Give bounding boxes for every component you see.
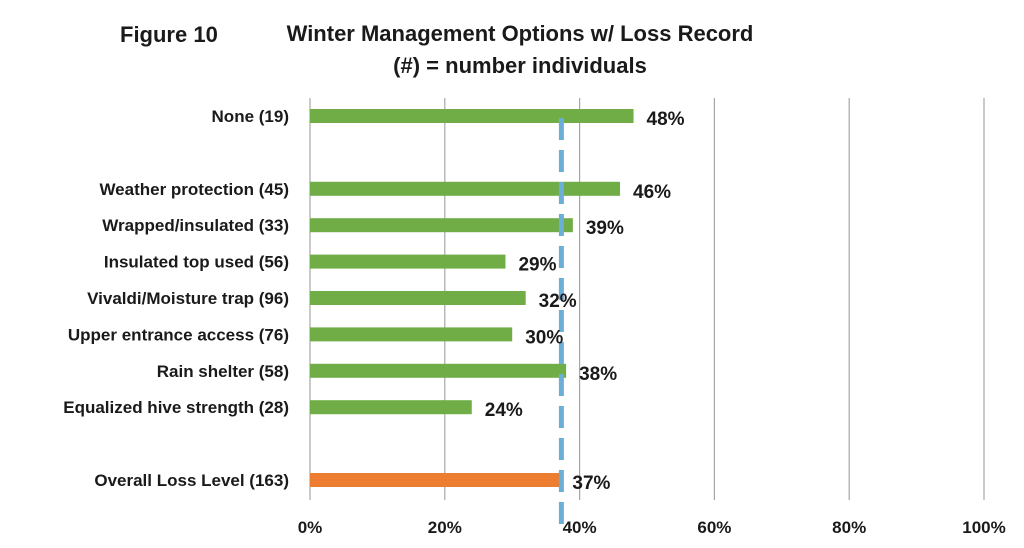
x-tick-label: 100%	[962, 518, 1005, 537]
category-label: None (19)	[212, 107, 289, 126]
bar	[310, 254, 506, 269]
data-label: 38%	[579, 364, 617, 385]
category-labels: None (19) Weather protection (45) Wrapped/…	[63, 107, 289, 490]
bar	[310, 181, 621, 196]
category-label: Insulated top used (56)	[104, 253, 289, 272]
overall-bar	[310, 473, 560, 487]
chart-title: Winter Management Options w/ Loss Record	[286, 21, 754, 46]
category-label: Rain shelter (58)	[157, 362, 289, 381]
data-label: 48%	[647, 109, 685, 130]
x-tick-labels: 0% 20% 40% 60% 80% 100%	[298, 518, 1006, 537]
chart-subtitle: (#) = number individuals	[393, 53, 647, 78]
chart-title-block: Winter Management Options w/ Loss Record…	[240, 18, 800, 82]
category-label: Overall Loss Level (163)	[94, 471, 289, 490]
data-label: 39%	[586, 218, 624, 239]
data-label: 46%	[633, 182, 671, 203]
bar	[310, 327, 513, 342]
data-label: 37%	[572, 473, 610, 494]
bar	[310, 291, 526, 305]
category-label: Vivaldi/Moisture trap (96)	[87, 289, 289, 308]
bar	[310, 400, 472, 415]
gridlines	[309, 98, 985, 500]
x-tick-label: 80%	[832, 518, 866, 537]
category-label: Upper entrance access (76)	[68, 325, 289, 344]
figure-label: Figure 10	[120, 22, 218, 47]
x-tick-label: 0%	[298, 518, 323, 537]
category-label: Weather protection (45)	[99, 180, 289, 199]
bar	[310, 218, 573, 233]
data-label: 30%	[525, 327, 563, 348]
bar	[310, 109, 634, 123]
data-label: 32%	[539, 291, 577, 312]
data-labels: 48% 46% 39% 29% 32% 30% 38% 24% 37%	[485, 109, 685, 494]
bars	[310, 109, 634, 487]
bar	[310, 363, 567, 378]
category-label: Wrapped/insulated (33)	[102, 216, 289, 235]
x-tick-label: 20%	[428, 518, 462, 537]
category-label: Equalized hive strength (28)	[63, 398, 289, 417]
x-tick-label: 40%	[563, 518, 597, 537]
data-label: 29%	[518, 255, 556, 276]
data-label: 24%	[485, 400, 523, 421]
x-tick-label: 60%	[697, 518, 731, 537]
